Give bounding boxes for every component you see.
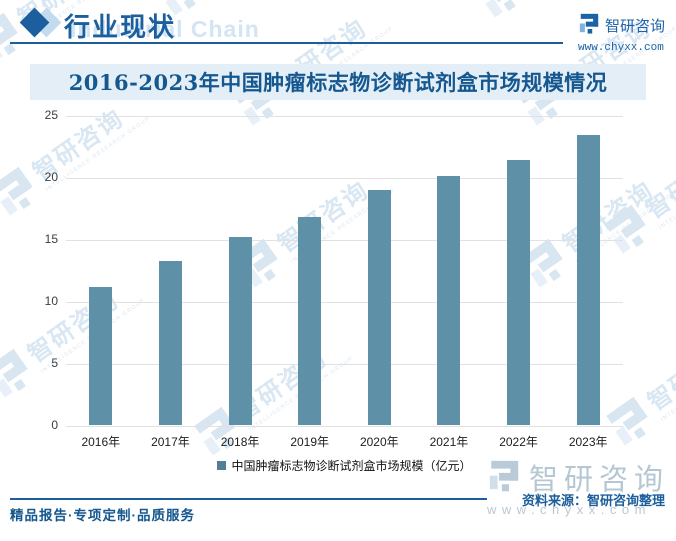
brand-site: www.chyxx.com xyxy=(578,42,664,54)
data-source-note: 资料来源：智研咨询整理 xyxy=(521,493,665,508)
gridline xyxy=(66,239,623,241)
gridline xyxy=(66,115,623,117)
chart-title: 2016-2023年中国肿瘤标志物诊断试剂盒市场规模情况 xyxy=(68,70,608,95)
bar-2021年 xyxy=(437,176,461,426)
x-axis-tick-label: 2019年 xyxy=(290,435,330,449)
gridline xyxy=(66,301,623,303)
footer-watermark: 智研咨询 www.chyxx.com xyxy=(487,456,669,517)
bar-2020年 xyxy=(367,189,391,426)
x-axis-tick-label: 2018年 xyxy=(220,435,260,449)
gridline xyxy=(66,425,623,427)
bar-2019年 xyxy=(298,217,322,426)
y-axis-tick-label: 0 xyxy=(51,418,58,432)
footer-watermark-site: www.chyxx.com xyxy=(487,502,651,517)
gridline xyxy=(66,177,623,179)
x-axis-tick-label: 2021年 xyxy=(429,435,469,449)
legend-marker-icon xyxy=(217,461,227,470)
bar-2018年 xyxy=(228,237,252,426)
y-axis-tick-label: 5 xyxy=(51,356,58,370)
legend-label: 中国肿瘤标志物诊断试剂盒市场规模（亿元） xyxy=(231,459,472,473)
bar-2017年 xyxy=(158,260,182,426)
section-title: 行业现状 xyxy=(64,12,177,42)
gridline xyxy=(66,363,623,365)
y-axis-tick-label: 20 xyxy=(44,170,58,184)
chyxx-logo-icon xyxy=(578,12,600,39)
y-axis-tick-label: 10 xyxy=(44,294,58,308)
footer-tagline: 精品报告·专项定制·品质服务 xyxy=(10,508,195,523)
bar-2022年 xyxy=(507,160,531,426)
chart-legend: 中国肿瘤标志物诊断试剂盒市场规模（亿元） xyxy=(66,457,623,474)
header: Industrial Chain 行业现状 智研咨询 www.chyxx.com xyxy=(0,0,676,64)
x-axis-tick-label: 2017年 xyxy=(151,435,190,449)
x-axis-tick-label: 2023年 xyxy=(568,435,608,449)
y-axis-tick-label: 25 xyxy=(44,108,58,122)
x-axis-tick-label: 2016年 xyxy=(81,435,121,449)
brand-name: 智研咨询 xyxy=(605,18,666,35)
y-axis-tick-label: 15 xyxy=(44,232,58,246)
footer-divider xyxy=(10,498,487,500)
x-axis-tick-label: 2020年 xyxy=(359,435,399,449)
chyxx-logo-icon xyxy=(487,458,521,497)
footer-watermark-brand: 智研咨询 xyxy=(529,464,670,496)
brand-logo: 智研咨询 www.chyxx.com xyxy=(578,12,665,54)
bar-2016年 xyxy=(89,286,113,426)
bar-2023年 xyxy=(576,135,600,426)
header-divider xyxy=(10,42,563,44)
x-axis-tick-label: 2022年 xyxy=(499,435,538,449)
section-watermark-text: Industrial Chain xyxy=(70,16,260,42)
